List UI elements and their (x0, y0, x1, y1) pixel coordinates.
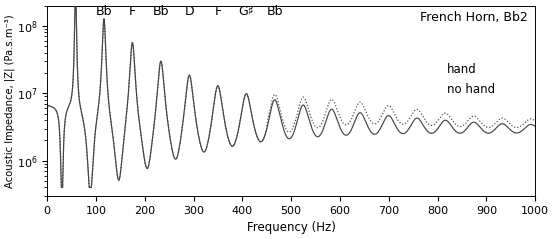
Y-axis label: Acoustic Impedance, |Z| (Pa.s.m⁻³): Acoustic Impedance, |Z| (Pa.s.m⁻³) (5, 14, 16, 188)
Text: hand: hand (447, 63, 477, 76)
Text: F: F (214, 5, 222, 18)
Text: Bb: Bb (266, 5, 283, 18)
Text: F: F (129, 5, 136, 18)
Text: G♯: G♯ (238, 5, 254, 18)
Text: Bb: Bb (96, 5, 112, 18)
Text: French Horn, Bb2: French Horn, Bb2 (420, 11, 528, 24)
X-axis label: Frequency (Hz): Frequency (Hz) (247, 221, 336, 234)
Text: D: D (185, 5, 194, 18)
Text: no hand: no hand (447, 83, 495, 96)
Text: Bb: Bb (152, 5, 169, 18)
